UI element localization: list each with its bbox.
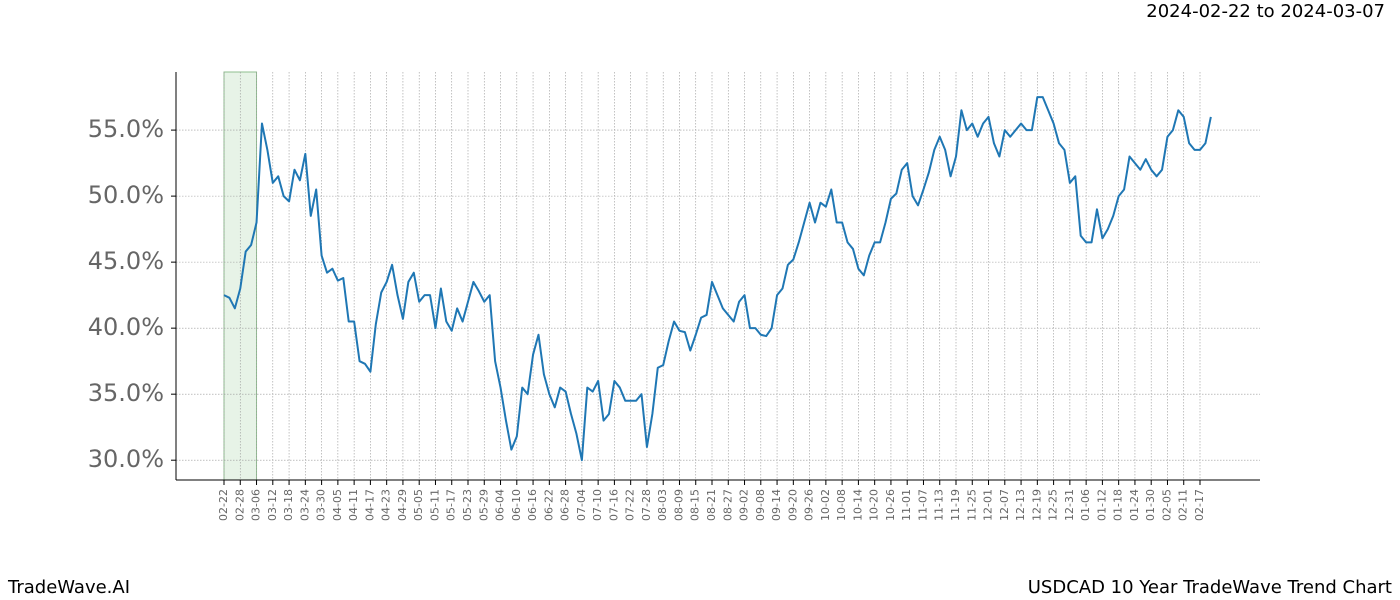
y-tick-label: 35.0% — [88, 379, 164, 407]
x-tick-label: 05-05 — [412, 489, 425, 521]
x-tick-label: 06-28 — [559, 489, 572, 521]
y-tick-label: 45.0% — [88, 247, 164, 275]
x-tick-label: 07-16 — [607, 489, 620, 521]
x-tick-label: 03-30 — [315, 489, 328, 521]
x-tick-label: 04-23 — [380, 489, 393, 521]
x-tick-label: 05-11 — [428, 489, 441, 521]
y-tick-label: 50.0% — [88, 181, 164, 209]
data-line — [223, 96, 1212, 462]
x-tick-label: 01-18 — [1112, 489, 1125, 521]
x-tick-label: 05-17 — [445, 489, 458, 521]
x-tick-label: 12-19 — [1030, 489, 1043, 521]
x-tick-label: 04-11 — [347, 489, 360, 521]
x-tick-label: 02-05 — [1160, 489, 1173, 521]
x-tick-label: 06-16 — [526, 489, 539, 521]
x-tick-label: 11-13 — [933, 489, 946, 521]
x-tick-label: 03-12 — [266, 489, 279, 521]
x-tick-label: 08-21 — [705, 489, 718, 521]
x-tick-label: 07-28 — [640, 489, 653, 521]
x-tick-label: 03-18 — [282, 489, 295, 521]
x-tick-label: 02-11 — [1177, 489, 1190, 521]
x-tick-label: 02-28 — [233, 489, 246, 521]
x-tick-label: 11-25 — [965, 489, 978, 521]
footer-right: USDCAD 10 Year TradeWave Trend Chart — [1028, 577, 1392, 598]
x-tick-label: 01-12 — [1095, 489, 1108, 521]
x-tick-label: 03-06 — [250, 489, 263, 521]
x-tick-label: 02-22 — [217, 489, 230, 521]
x-tick-label: 10-14 — [851, 489, 864, 521]
x-tick-label: 12-31 — [1063, 489, 1076, 521]
x-tick-label: 06-10 — [510, 489, 523, 521]
x-tick-label: 08-09 — [672, 489, 685, 521]
chart-title: 2024-02-22 to 2024-03-07 — [1146, 1, 1385, 22]
x-tick-label: 08-15 — [689, 489, 702, 521]
x-tick-label: 08-03 — [656, 489, 669, 521]
x-tick-label: 10-20 — [868, 489, 881, 521]
footer-left: TradeWave.AI — [7, 577, 130, 598]
y-tick-label: 55.0% — [88, 115, 164, 143]
x-tick-label: 06-04 — [494, 489, 507, 521]
x-tick-label: 12-01 — [982, 489, 995, 521]
x-tick-label: 09-08 — [754, 489, 767, 521]
x-tick-label: 03-24 — [298, 489, 311, 521]
x-tick-label: 09-20 — [786, 489, 799, 521]
x-tick-label: 05-23 — [461, 489, 474, 521]
x-tick-label: 06-22 — [542, 489, 555, 521]
x-tick-label: 10-02 — [819, 489, 832, 521]
y-tick-label: 30.0% — [88, 445, 164, 473]
x-tick-label: 11-19 — [949, 489, 962, 521]
x-tick-label: 07-22 — [624, 489, 637, 521]
x-tick-label: 04-17 — [363, 489, 376, 521]
x-tick-label: 01-30 — [1144, 489, 1157, 521]
y-tick-label: 40.0% — [88, 313, 164, 341]
x-tick-label: 09-14 — [770, 489, 783, 521]
x-tick-label: 12-07 — [998, 489, 1011, 521]
x-tick-label: 09-26 — [803, 489, 816, 521]
x-tick-label: 09-02 — [738, 489, 751, 521]
x-tick-label: 11-07 — [916, 489, 929, 521]
x-tick-label: 01-06 — [1079, 489, 1092, 521]
x-tick-label: 12-13 — [1014, 489, 1027, 521]
x-tick-label: 08-27 — [721, 489, 734, 521]
x-tick-label: 02-17 — [1193, 489, 1206, 521]
x-tick-label: 05-29 — [477, 489, 490, 521]
x-tick-label: 01-24 — [1128, 489, 1141, 521]
x-tick-label: 11-01 — [900, 489, 913, 521]
x-tick-label: 04-05 — [331, 489, 344, 521]
x-tick-label: 10-08 — [835, 489, 848, 521]
x-tick-label: 10-26 — [884, 489, 897, 521]
x-tick-label: 07-04 — [575, 489, 588, 521]
x-tick-label: 12-25 — [1047, 489, 1060, 521]
x-tick-label: 07-10 — [591, 489, 604, 521]
x-tick-label: 04-29 — [396, 489, 409, 521]
